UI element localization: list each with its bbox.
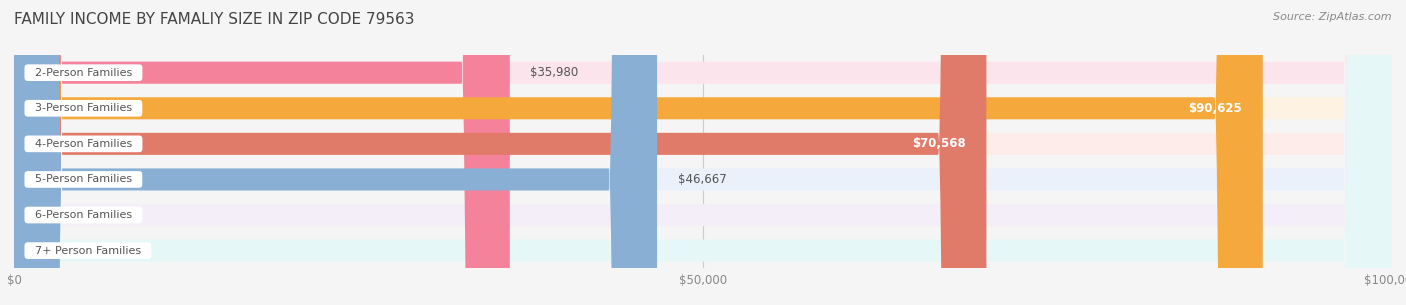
FancyBboxPatch shape [14, 0, 1392, 305]
Text: 4-Person Families: 4-Person Families [28, 139, 139, 149]
Text: $70,568: $70,568 [912, 137, 966, 150]
FancyBboxPatch shape [14, 0, 1392, 305]
Text: 6-Person Families: 6-Person Families [28, 210, 139, 220]
Text: 7+ Person Families: 7+ Person Families [28, 246, 148, 256]
FancyBboxPatch shape [14, 0, 1392, 305]
Text: $90,625: $90,625 [1188, 102, 1241, 115]
Text: Source: ZipAtlas.com: Source: ZipAtlas.com [1274, 12, 1392, 22]
Text: $0: $0 [35, 209, 49, 221]
FancyBboxPatch shape [14, 0, 987, 305]
Text: $0: $0 [35, 244, 49, 257]
FancyBboxPatch shape [14, 0, 510, 305]
Text: 5-Person Families: 5-Person Families [28, 174, 139, 185]
FancyBboxPatch shape [14, 0, 1392, 305]
Text: FAMILY INCOME BY FAMALIY SIZE IN ZIP CODE 79563: FAMILY INCOME BY FAMALIY SIZE IN ZIP COD… [14, 12, 415, 27]
Text: 3-Person Families: 3-Person Families [28, 103, 139, 113]
FancyBboxPatch shape [14, 0, 1392, 305]
Text: 2-Person Families: 2-Person Families [28, 68, 139, 78]
FancyBboxPatch shape [14, 0, 657, 305]
Text: $46,667: $46,667 [678, 173, 727, 186]
Text: $35,980: $35,980 [530, 66, 579, 79]
FancyBboxPatch shape [14, 0, 1392, 305]
FancyBboxPatch shape [14, 0, 1263, 305]
